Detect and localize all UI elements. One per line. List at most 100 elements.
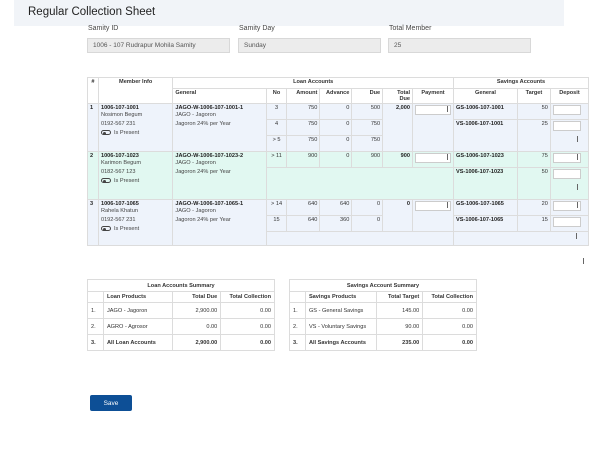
total-due: 2,900.00 xyxy=(172,302,222,319)
member-number: 1 xyxy=(87,103,99,152)
total-due: 2,000 xyxy=(382,103,414,152)
loan-info: JAGO-W-1006-107-1001-1 JAGO - Jagoron Ja… xyxy=(172,103,267,152)
col-no: No xyxy=(265,88,288,104)
col-due: Due xyxy=(351,88,384,104)
payment-input[interactable] xyxy=(415,105,452,115)
is-present-toggle[interactable] xyxy=(100,226,111,232)
total-target: 145.00 xyxy=(376,302,424,319)
installment-no: 3 xyxy=(265,103,288,120)
loan-product: JAGO - Jagoron xyxy=(175,160,216,166)
table-row: 1. JAGO - Jagoron 2,900.00 0.00 xyxy=(87,302,275,319)
total-due: 2,900.00 xyxy=(172,334,222,351)
col-savings-accounts: Savings Accounts xyxy=(453,77,589,89)
total-due: 0 xyxy=(382,199,414,232)
savings-target: 20 xyxy=(516,199,551,216)
member-id: 1006-107-1023 xyxy=(100,153,139,159)
savings-account: VS-1006-107-1001 xyxy=(453,119,518,152)
loan-rate: Jagoron 24% per Year xyxy=(175,121,231,127)
deposit-input[interactable] xyxy=(552,105,581,115)
samity-id-field[interactable]: 1006 - 107 Rudrapur Mohila Samity xyxy=(87,38,230,53)
deposit-input[interactable] xyxy=(552,201,581,211)
is-present-toggle[interactable] xyxy=(100,130,111,136)
deposit-cell xyxy=(549,119,590,152)
deposit-input[interactable] xyxy=(552,121,581,131)
member-number: 3 xyxy=(87,199,99,246)
is-present-toggle[interactable] xyxy=(100,178,111,184)
member-name: Karimon Begum xyxy=(100,160,142,166)
loan-product: JAGO - Jagoron xyxy=(102,302,174,319)
loan-product: JAGO - Jagoron xyxy=(175,208,216,214)
col-total-due: Total Due xyxy=(172,291,222,303)
loan-rate: Jagoron 24% per Year xyxy=(175,169,231,175)
deposit-input[interactable] xyxy=(552,217,581,227)
member-id: 1006-107-1065 xyxy=(100,201,139,207)
savings-summary-table: Savings Account Summary Savings Products… xyxy=(289,279,477,351)
deposit-cell xyxy=(549,199,590,216)
table-row: 1. GS - General Savings 145.00 0.00 xyxy=(289,302,477,319)
is-present-label: Is Present xyxy=(113,130,140,136)
col-amount: Amount xyxy=(286,88,321,104)
col-loan-accounts: Loan Accounts xyxy=(172,77,455,89)
total-collection: 0.00 xyxy=(422,334,477,351)
loan-info: JAGO-W-1006-107-1023-2 JAGO - Jagoron Ja… xyxy=(172,151,267,200)
col-general: General xyxy=(172,88,267,104)
header-bar xyxy=(14,0,564,26)
total-collection: 0.00 xyxy=(220,334,275,351)
deposit-input[interactable] xyxy=(552,169,581,179)
total-target: 235.00 xyxy=(376,334,424,351)
member-phone: 0182-567 123 xyxy=(100,169,136,175)
payment-input[interactable] xyxy=(415,201,452,211)
installment-no: > 11 xyxy=(265,151,288,168)
loan-product: All Loan Accounts xyxy=(102,334,174,351)
page-title: Regular Collection Sheet xyxy=(28,6,156,18)
payment-cell xyxy=(412,103,455,152)
installment-no: > 14 xyxy=(265,199,288,216)
savings-summary-title: Savings Account Summary xyxy=(289,279,477,292)
deposit-cell xyxy=(549,215,590,232)
save-button[interactable]: Save xyxy=(90,395,132,411)
is-present-label: Is Present xyxy=(113,226,140,232)
col-num: # xyxy=(87,77,99,104)
installment-amount: 640 xyxy=(286,215,321,232)
payment-cell xyxy=(412,199,455,232)
savings-target: 15 xyxy=(516,215,551,232)
col-savings-products: Savings Products xyxy=(304,291,378,303)
col-total-due: Total Due xyxy=(382,88,414,104)
savings-target: 25 xyxy=(516,119,551,152)
savings-target: 75 xyxy=(516,151,551,168)
savings-account: VS-1006-107-1023 xyxy=(453,167,518,200)
savings-product: GS - General Savings xyxy=(304,302,378,319)
row-number: 1. xyxy=(87,302,104,319)
installment-advance: 0 xyxy=(319,103,353,120)
col-deposit: Deposit xyxy=(549,88,590,104)
col-savings-general: General xyxy=(453,88,518,104)
installment-due: 0 xyxy=(351,199,384,216)
loan-product: AGRO - Agrosor xyxy=(102,318,174,335)
installment-advance: 640 xyxy=(319,199,353,216)
samity-day-field[interactable]: Sunday xyxy=(238,38,381,53)
col-member-info: Member Info xyxy=(97,77,174,104)
total-collection: 0.00 xyxy=(220,302,275,319)
deposit-cell xyxy=(549,151,590,168)
installment-due: 900 xyxy=(351,151,384,168)
member-phone: 0192-567 231 xyxy=(100,217,136,223)
payment-input[interactable] xyxy=(415,153,452,163)
total-due: 0.00 xyxy=(172,318,222,335)
table-row: 3 1006-107-1065 Rahela Khatun 0192-567 2… xyxy=(87,199,590,246)
collection-table: # Member Info Loan Accounts Savings Acco… xyxy=(87,77,590,246)
scroll-caret xyxy=(583,258,584,264)
savings-account: GS-1006-107-1065 xyxy=(453,199,518,216)
installment-no: > 5 xyxy=(265,135,288,152)
total-member-field[interactable]: 25 xyxy=(388,38,531,53)
installment-advance: 0 xyxy=(319,119,353,136)
loan-id: JAGO-W-1006-107-1065-1 xyxy=(175,201,244,207)
col-target: Target xyxy=(516,88,551,104)
total-row: 3. All Loan Accounts 2,900.00 0.00 xyxy=(87,334,275,351)
col-loan-products: Loan Products xyxy=(102,291,174,303)
loan-id: JAGO-W-1006-107-1023-2 xyxy=(175,153,244,159)
savings-product: All Savings Accounts xyxy=(304,334,378,351)
savings-product: VS - Voluntary Savings xyxy=(304,318,378,335)
col-total-target: Total Target xyxy=(376,291,424,303)
deposit-input[interactable] xyxy=(552,153,581,163)
row-number: 2. xyxy=(289,318,306,335)
